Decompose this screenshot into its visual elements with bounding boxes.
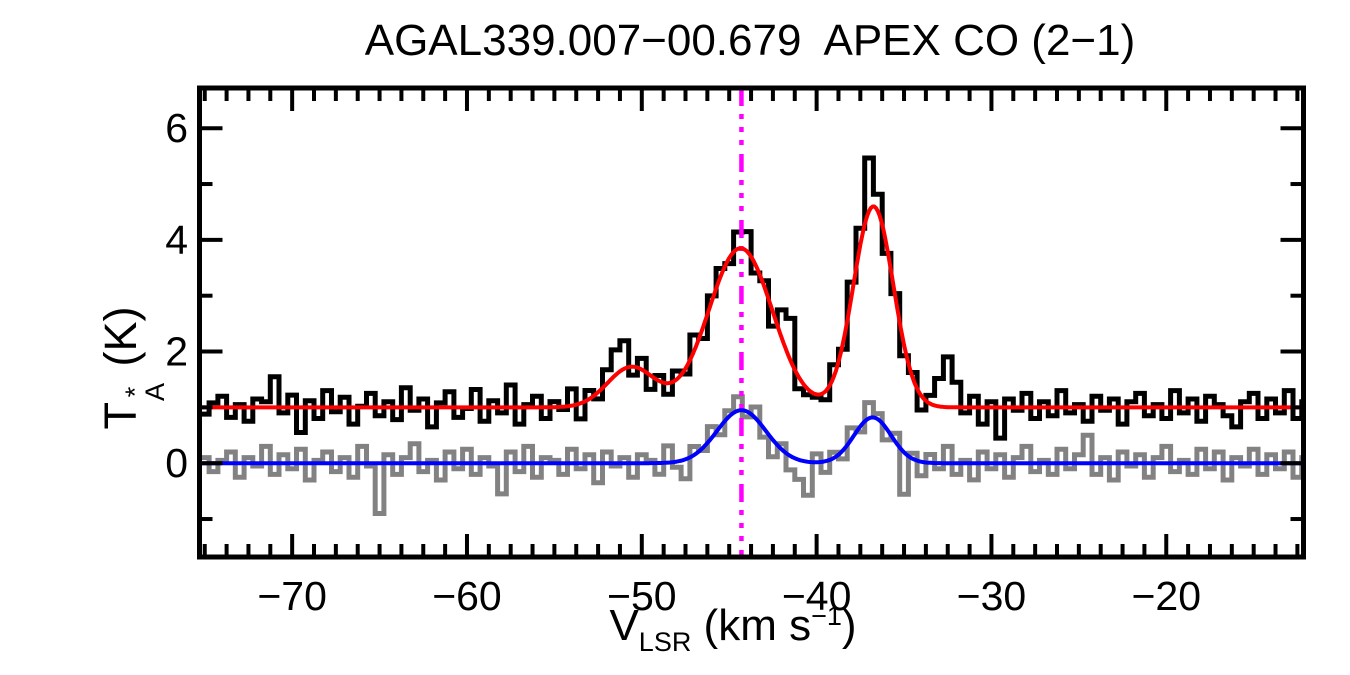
- x-axis-label-end: ): [841, 601, 857, 650]
- y-axis-label-unit: (K): [95, 306, 146, 379]
- y-tick-label: 6: [165, 105, 188, 151]
- y-axis-label: T * A (K): [95, 306, 170, 430]
- data-layer: [202, 90, 1301, 555]
- x-axis-label-main: V: [609, 601, 639, 650]
- x-tick-label: −60: [432, 573, 502, 619]
- axis-ticks: [201, 90, 1302, 555]
- x-tick-label: −70: [257, 573, 327, 619]
- plot-title: AGAL339.007−00.679 APEX CO (2−1): [364, 16, 1136, 65]
- co-spectrum-offset-upper: [202, 155, 1301, 441]
- x-axis-label-mid: (km s: [691, 601, 812, 650]
- gaussian-fit-lower: [202, 408, 1301, 466]
- y-tick-label: 2: [165, 329, 188, 375]
- y-tick-label: 4: [165, 217, 188, 263]
- x-axis-label-sub: LSR: [638, 627, 692, 657]
- x-tick-label: −50: [607, 573, 677, 619]
- x-tick-label: −30: [957, 573, 1027, 619]
- x-tick-label: −20: [1131, 573, 1201, 619]
- x-axis-label: VLSR (km s−1): [609, 601, 857, 657]
- gaussian-fit-offset-upper: [202, 204, 1301, 410]
- plot-frame: [197, 85, 1306, 560]
- y-tick-label: 0: [165, 440, 188, 486]
- co-spectrum-lower: [202, 394, 1301, 516]
- y-axis-label-main: T: [95, 402, 146, 430]
- x-tick-label: −40: [782, 573, 852, 619]
- y-axis-label-sub: A: [140, 382, 170, 402]
- y-axis-label-supsub: * A: [120, 382, 170, 402]
- x-axis-label-sup: −1: [811, 601, 842, 631]
